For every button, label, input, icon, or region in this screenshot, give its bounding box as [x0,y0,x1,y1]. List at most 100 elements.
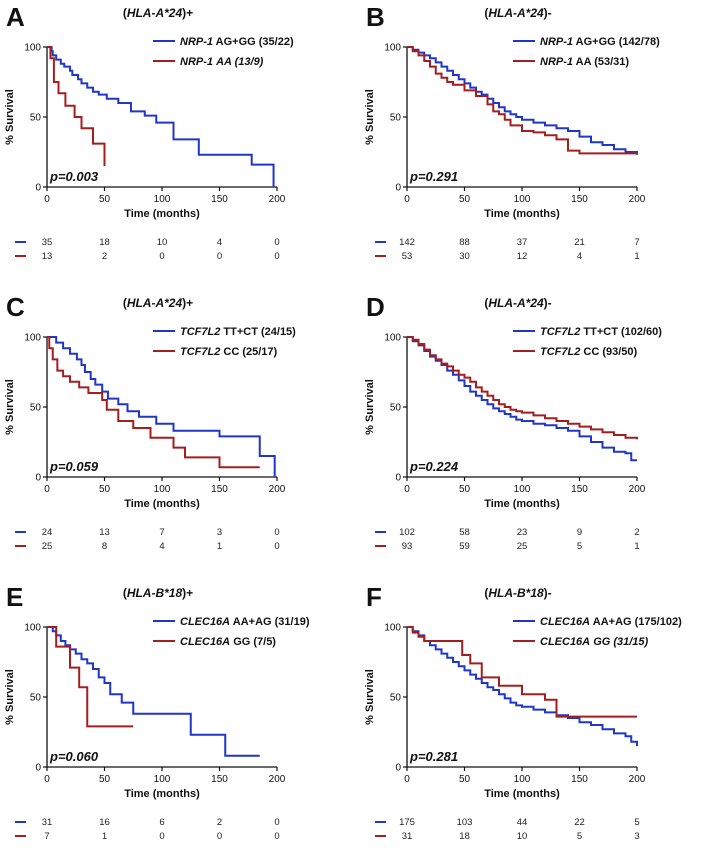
panel-a: A (HLA-A*24)+ 0 50 100 150 200 0 50 100 Time (mont… [0,0,359,282]
x-tick-label: 50 [99,484,111,495]
p-value: p=0.281 [409,749,458,764]
risk-count: 0 [274,817,279,828]
y-axis-label: % Survival [4,669,16,725]
y-axis-label: % Survival [4,89,16,145]
x-tick-label: 0 [44,774,50,785]
legend-group: AG+GG (142/78) [576,36,660,48]
chart-title: (HLA-A*24)- [484,296,551,310]
risk-count: 4 [577,251,582,262]
y-tick-label: 0 [395,473,401,484]
panel-label: B [366,2,385,32]
risk-count: 44 [517,817,528,828]
y-tick-label: 100 [24,623,41,634]
legend-gene: NRP-1 [180,56,213,68]
legend-entry: TCF7L2 CC (25/17) [180,346,278,358]
risk-count: 16 [99,817,110,828]
risk-count: 18 [99,237,110,248]
panel-f: F (HLA-B*18)- 0 50 100 150 200 0 50 100 Time (mont… [360,580,719,862]
risk-count: 23 [517,527,528,538]
legend-entry: TCF7L2 TT+CT (24/15) [180,326,296,338]
risk-count: 59 [459,541,470,552]
title-open-paren: ( [484,296,488,310]
p-value: p=0.060 [49,749,99,764]
legend-entry: CLEC16A AA+AG (31/19) [180,616,310,628]
x-tick-label: 50 [459,774,471,785]
title-open-paren: ( [484,6,488,20]
risk-count: 58 [459,527,470,538]
survival-curve-red [407,626,637,718]
risk-count: 21 [574,237,585,248]
y-tick-label: 100 [384,333,401,344]
legend-group: TT+CT (24/15) [223,326,296,338]
x-tick-label: 100 [154,194,171,205]
chart-title: (HLA-A*24)- [484,6,551,20]
y-tick-label: 100 [24,43,41,54]
legend-group: AA (53/31) [576,56,630,68]
risk-count: 1 [102,831,107,842]
x-axis-label: Time (months) [484,208,560,220]
risk-count: 53 [402,251,413,262]
survival-curve-blue [407,336,637,462]
x-tick-label: 150 [211,774,228,785]
x-tick-label: 150 [211,484,228,495]
legend-group: AG+GG (35/22) [216,36,294,48]
risk-count: 1 [634,541,639,552]
title-gene: HLA-B*18 [488,586,544,600]
x-tick-label: 100 [154,774,171,785]
title-sign: )- [544,6,552,20]
risk-count: 10 [157,237,168,248]
y-tick-label: 0 [35,763,41,774]
panel-label: E [6,582,23,612]
legend-gene: TCF7L2 [180,346,220,358]
legend-group: AA (13/9) [215,56,264,68]
legend-gene: NRP-1 [180,36,213,48]
panel-label: F [366,582,382,612]
risk-count: 4 [217,237,222,248]
risk-count: 1 [634,251,639,262]
risk-count: 7 [634,237,639,248]
p-value: p=0.059 [49,459,99,474]
risk-count: 0 [159,251,164,262]
x-tick-label: 0 [44,194,50,205]
y-tick-label: 0 [395,763,401,774]
title-gene: HLA-A*24 [127,6,183,20]
risk-count: 142 [399,237,415,248]
x-tick-label: 200 [269,774,286,785]
title-gene: HLA-A*24 [127,296,183,310]
legend-entry: TCF7L2 TT+CT (102/60) [540,326,662,338]
risk-count: 25 [517,541,528,552]
risk-count: 9 [577,527,582,538]
p-value: p=0.003 [49,169,99,184]
title-sign: )+ [182,586,193,600]
x-tick-label: 150 [571,194,588,205]
risk-count: 18 [459,831,470,842]
risk-count: 7 [159,527,164,538]
risk-count: 102 [399,527,415,538]
risk-count: 12 [517,251,528,262]
risk-count: 1 [217,541,222,552]
title-open-paren: ( [123,6,127,20]
legend-group: TT+CT (102/60) [583,326,662,338]
legend-entry: NRP-1 AA (53/31) [540,56,629,68]
p-value: p=0.291 [409,169,458,184]
x-tick-label: 200 [629,774,646,785]
panel-e: E (HLA-B*18)+ 0 50 100 150 200 0 50 100 Time (mont… [0,580,359,862]
legend-group: GG (31/15) [593,636,648,648]
x-tick-label: 100 [514,484,531,495]
y-tick-label: 50 [30,693,42,704]
chart-title: (HLA-A*24)+ [123,6,193,20]
km-chart: D (HLA-A*24)- 0 50 100 150 200 0 50 100 Time (mont… [364,292,662,552]
panel-label: D [366,292,385,322]
risk-count: 13 [99,527,110,538]
x-tick-label: 100 [154,484,171,495]
chart-title: (HLA-B*18)+ [123,586,193,600]
title-sign: )+ [182,6,193,20]
x-tick-label: 150 [571,774,588,785]
risk-count: 3 [217,527,222,538]
legend-gene: CLEC16A [540,636,590,648]
survival-curve-blue [47,336,276,477]
x-axis-label: Time (months) [484,498,560,510]
x-tick-label: 200 [269,484,286,495]
